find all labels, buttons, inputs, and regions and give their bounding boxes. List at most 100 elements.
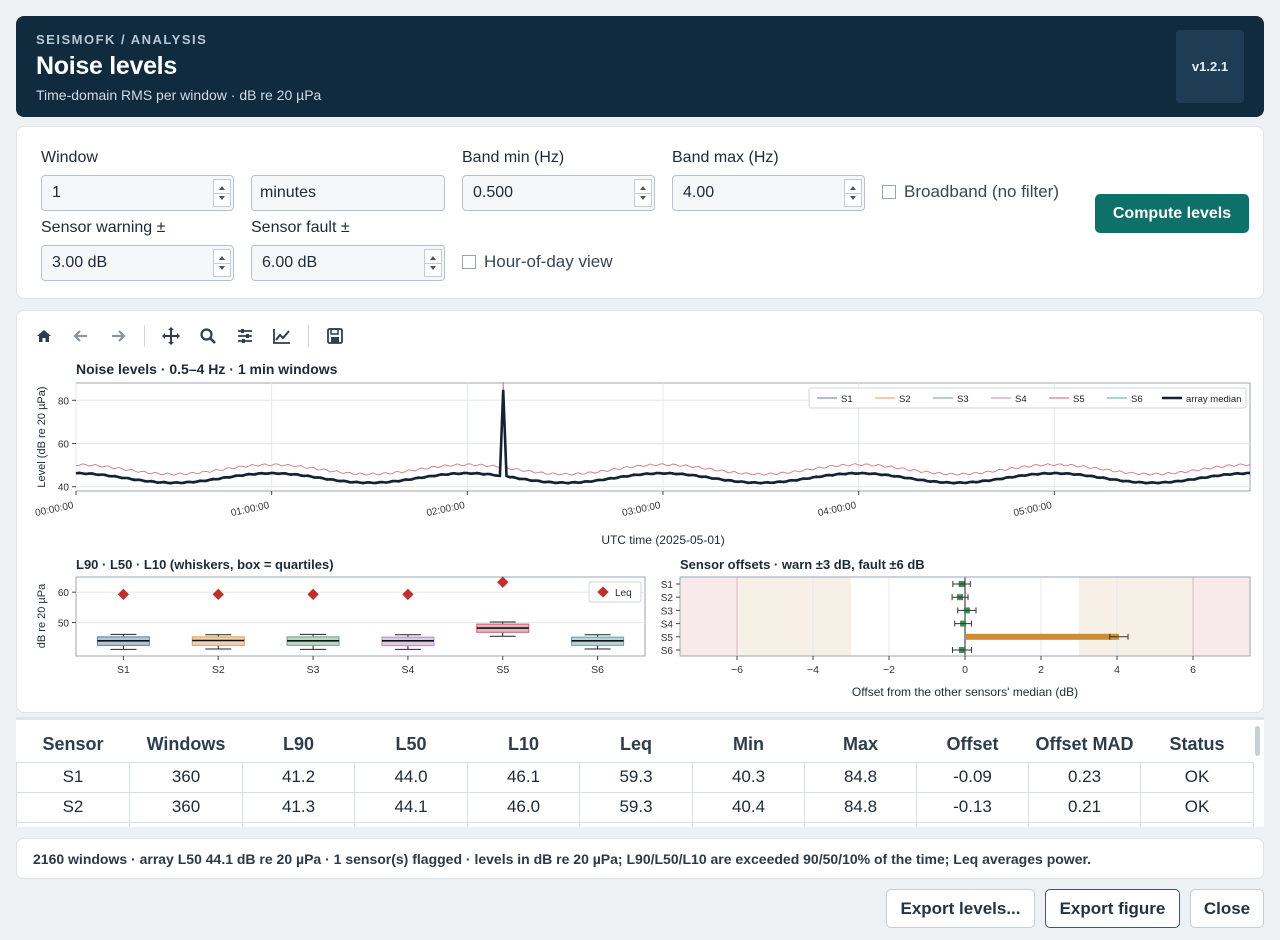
hour-of-day-checkbox[interactable]: Hour-of-day view — [462, 252, 613, 272]
window-stepper[interactable] — [213, 179, 231, 207]
levels-table-panel: Sensor Windows L90 L50 L10 Leq Min Max Offset Off… — [16, 717, 1264, 827]
configure-subplots-icon[interactable] — [234, 325, 256, 347]
controls-panel: Window 1 minutes Band min (Hz) 0.500 Ban… — [16, 126, 1264, 299]
export-levels-button[interactable]: Export levels... — [886, 889, 1035, 928]
sensor-offsets-chart: Sensor offsets · warn ±3 dB, fault ±6 dB… — [661, 557, 1251, 699]
table-row[interactable]: S2 360 41.3 44.1 46.0 59.3 40.4 84.8 -0.13 0.21 OK — [16, 791, 1254, 823]
table-cell: 46.0 — [467, 791, 580, 823]
increment-icon[interactable] — [850, 186, 856, 190]
table-cell: 40.4 — [692, 791, 805, 823]
decrement-icon[interactable] — [219, 266, 225, 270]
decrement-icon[interactable] — [640, 196, 646, 200]
chart-legend: S1 S2 S3 S4 S5 S6 array median — [808, 387, 1247, 409]
decrement-icon[interactable] — [850, 196, 856, 200]
plot-toolbar — [33, 325, 361, 347]
table-cell: 0.21 — [1028, 791, 1141, 823]
checkbox-box[interactable] — [882, 185, 896, 199]
table-cell — [692, 821, 805, 827]
sensor-warning-spinbox[interactable]: 3.00 dB — [41, 245, 234, 281]
decrement-icon[interactable] — [430, 266, 436, 270]
column-header[interactable]: Max — [842, 734, 878, 755]
table-cell: 44.0 — [354, 761, 468, 793]
y-axis-label: dB re 20 µPa — [36, 583, 48, 648]
zoom-icon[interactable] — [197, 325, 219, 347]
edit-axis-icon[interactable] — [271, 325, 293, 347]
plot-canvas: Noise levels · 0.5–4 Hz · 1 min windows … — [34, 361, 1251, 699]
chart-legend: Leq — [588, 581, 642, 603]
window-spinbox[interactable]: 1 — [41, 175, 234, 211]
table-cell — [354, 821, 468, 827]
sensor-fault-spinbox[interactable]: 6.00 dB — [251, 245, 445, 281]
column-header[interactable]: L10 — [507, 734, 540, 755]
fault-zone-right — [1193, 577, 1250, 656]
column-header[interactable]: Offset — [946, 734, 999, 755]
table-cell: S2 — [16, 791, 130, 823]
status-bar: 2160 windows · array L50 44.1 dB re 20 µ… — [16, 838, 1264, 879]
leq-marker-S1 — [117, 588, 130, 600]
column-header[interactable]: L50 — [395, 734, 427, 755]
band-max-spinbox[interactable]: 4.00 — [672, 175, 865, 211]
y-axis-label: Level (dB re 20 µPa) — [36, 386, 48, 487]
column-header[interactable]: Offset MAD — [1035, 734, 1134, 755]
home-icon[interactable] — [33, 325, 55, 347]
sensor-fault-value: 6.00 dB — [262, 254, 318, 271]
status-text: 2160 windows · array L50 44.1 dB re 20 µ… — [33, 851, 1092, 867]
x-tick-label: 03:00:00 — [621, 500, 662, 519]
y-tick-label: S4 — [661, 620, 674, 631]
x-tick-label: 6 — [1190, 664, 1196, 676]
column-header[interactable]: Min — [733, 734, 764, 755]
checkbox-box[interactable] — [462, 255, 476, 269]
table-cell: 59.3 — [579, 791, 693, 823]
leq-marker-S4 — [402, 588, 414, 600]
table-scrollbar[interactable] — [1255, 726, 1260, 756]
band-max-stepper[interactable] — [844, 179, 862, 207]
table-row[interactable]: S1 360 41.2 44.0 46.1 59.3 40.3 84.8 -0.09 0.23 OK — [16, 761, 1254, 793]
x-tick-label: 4 — [1114, 664, 1120, 676]
export-figure-button[interactable]: Export figure — [1045, 889, 1180, 928]
increment-icon[interactable] — [219, 186, 225, 190]
y-tick-label: 60 — [58, 588, 70, 599]
band-min-spinbox[interactable]: 0.500 — [462, 175, 655, 211]
breadcrumb: SEISMOFK / ANALYSIS — [36, 32, 208, 47]
broadband-label: Broadband (no filter) — [904, 182, 1059, 201]
column-header[interactable]: Leq — [619, 734, 652, 755]
table-row[interactable] — [16, 821, 1254, 827]
increment-icon[interactable] — [219, 256, 225, 260]
x-tick-label: S3 — [307, 664, 320, 676]
column-header[interactable]: Sensor — [42, 734, 104, 755]
x-tick-label: −6 — [731, 664, 743, 676]
sensor-warning-stepper[interactable] — [213, 249, 231, 277]
x-tick-label: 2 — [1038, 664, 1044, 676]
decrement-icon[interactable] — [219, 196, 225, 200]
legend-label: array median — [1186, 394, 1241, 405]
table-cell: 360 — [129, 791, 243, 823]
band-min-stepper[interactable] — [634, 179, 652, 207]
increment-icon[interactable] — [640, 186, 646, 190]
chart-title: Sensor offsets · warn ±3 dB, fault ±6 dB — [680, 557, 925, 572]
x-tick-label: 00:00:00 — [34, 500, 75, 519]
plot-area — [75, 576, 646, 657]
pan-icon[interactable] — [160, 325, 182, 347]
compute-levels-button[interactable]: Compute levels — [1095, 194, 1249, 233]
forward-arrow-icon[interactable] — [107, 325, 129, 347]
x-tick-label: 0 — [962, 664, 968, 676]
column-header[interactable]: Status — [1169, 734, 1225, 755]
table-cell — [579, 821, 693, 827]
column-header[interactable]: Windows — [146, 734, 226, 755]
time-series-chart: Noise levels · 0.5–4 Hz · 1 min windows … — [34, 361, 1251, 547]
window-unit-field[interactable]: minutes — [251, 175, 445, 211]
window-value: 1 — [52, 184, 61, 201]
increment-icon[interactable] — [430, 256, 436, 260]
legend-label: Leq — [615, 588, 632, 599]
table-cell: OK — [1140, 761, 1254, 793]
x-tick-label: 05:00:00 — [1013, 500, 1054, 519]
back-arrow-icon[interactable] — [70, 325, 92, 347]
table-cell: 44.1 — [354, 791, 468, 823]
sensor-fault-stepper[interactable] — [424, 249, 442, 277]
broadband-checkbox[interactable]: Broadband (no filter) — [882, 182, 1059, 202]
y-tick-label: 50 — [58, 619, 70, 630]
column-header[interactable]: L90 — [282, 734, 315, 755]
close-button[interactable]: Close — [1190, 889, 1264, 928]
save-icon[interactable] — [324, 325, 346, 347]
table-cell: 0.23 — [1028, 761, 1141, 793]
